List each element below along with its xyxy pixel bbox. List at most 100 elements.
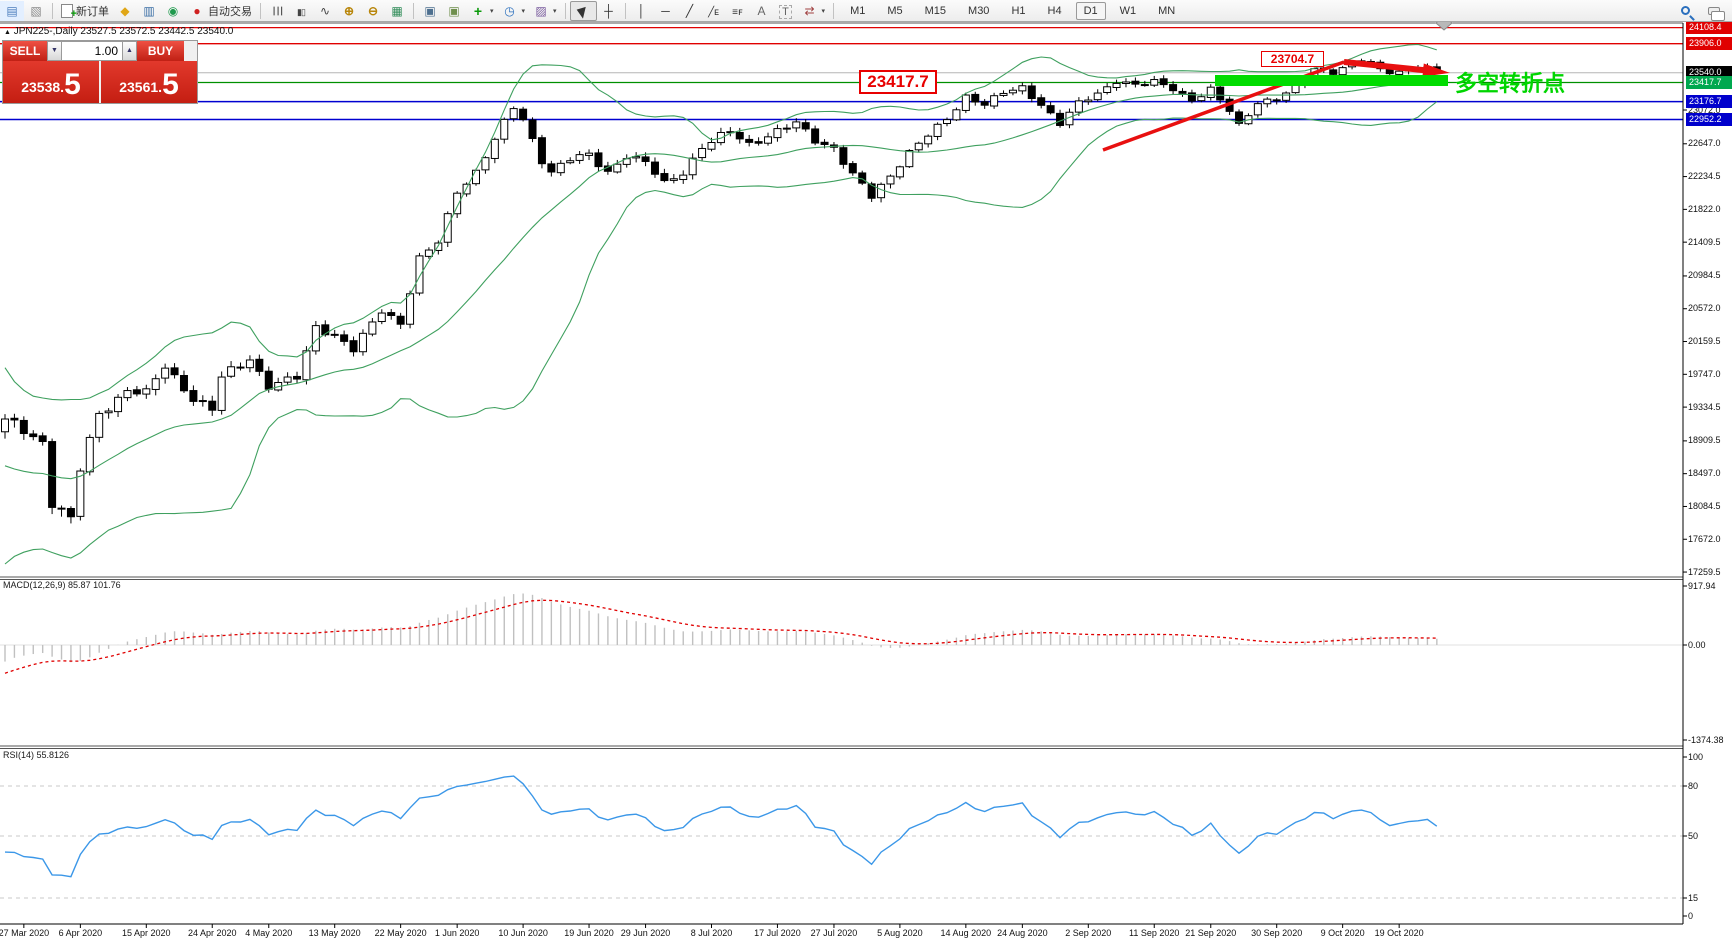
date-label: 19 Oct 2020 [1374, 928, 1424, 938]
date-label: 2 Sep 2020 [1065, 928, 1112, 938]
community-chat-button[interactable] [1698, 1, 1732, 21]
tile-windows-button[interactable] [385, 1, 409, 21]
chevron-down-icon: ▾ [821, 7, 826, 15]
crosshair-tool-button[interactable] [597, 1, 621, 21]
date-label: 22 May 2020 [374, 928, 427, 938]
price-callout[interactable]: 23704.7 [1261, 51, 1324, 67]
volume-decrease-button[interactable]: ▼ [47, 41, 62, 61]
fibonacci-icon [730, 3, 746, 19]
channel-tool-button[interactable] [702, 1, 726, 21]
price-tick-label: 21409.5 [1688, 236, 1721, 247]
timeframe-m1[interactable]: M1 [850, 4, 866, 17]
timeframe-w1[interactable]: W1 [1119, 4, 1137, 17]
rsi-axis-label: 0 [1688, 910, 1694, 921]
timeframe-mn[interactable]: MN [1158, 4, 1176, 17]
trendline-tool-button[interactable] [678, 1, 702, 21]
new-chart-icon [4, 3, 20, 19]
line-chart-button[interactable] [313, 1, 337, 21]
text-tool-button[interactable] [750, 1, 774, 21]
price-callout[interactable]: 23417.7 [859, 70, 937, 94]
main-toolbar: + 新订单 自动交易 ▾ ▾ ▾ ▾ M1 [0, 0, 1732, 22]
one-click-trade-panel: SELL ▼ ▲ BUY 23538.5 23561.5 [2, 40, 198, 104]
volume-input[interactable] [62, 41, 122, 61]
price-tick-label: 23072.0 [1688, 104, 1721, 115]
profiles-button[interactable] [24, 1, 48, 21]
date-label: 17 Jul 2020 [754, 928, 801, 938]
zoom-in-icon [341, 3, 357, 19]
strategy-tester-button[interactable] [161, 1, 185, 21]
toolbar-separator [624, 2, 626, 19]
timeframe-h1[interactable]: H1 [1011, 4, 1026, 17]
price-level-badge: 23906.0 [1686, 37, 1732, 51]
date-label: 13 May 2020 [308, 928, 361, 938]
arrows-tool-button[interactable]: ▾ [798, 1, 830, 21]
new-order-label: 新订单 [76, 5, 109, 18]
search-icon [1681, 6, 1690, 15]
sell-price-small: 23538. [21, 79, 65, 95]
timeframe-m15[interactable]: M15 [924, 4, 947, 17]
add-indicator-button[interactable]: ▾ [466, 1, 498, 21]
templates-button[interactable]: ▾ [529, 1, 561, 21]
price-tick-label: 21822.0 [1688, 203, 1721, 214]
vertical-line-tool-button[interactable] [630, 1, 654, 21]
new-order-button[interactable]: + 新订单 [57, 1, 113, 21]
bar-chart-button[interactable] [265, 1, 289, 21]
sell-button[interactable]: SELL [3, 41, 47, 61]
annotation-text[interactable]: 多空转折点 [1455, 71, 1566, 96]
text-label-icon [778, 3, 794, 19]
date-label: 14 Aug 2020 [940, 928, 992, 938]
search-button[interactable] [1677, 1, 1698, 21]
new-chart-button[interactable] [0, 0, 24, 21]
timeframe-d1[interactable]: D1 [1075, 1, 1106, 20]
zoom-out-button[interactable] [361, 1, 385, 21]
autotrade-button[interactable]: 自动交易 [185, 1, 256, 21]
date-label: 24 Apr 2020 [187, 928, 237, 938]
price-level-badge: 23417.7 [1686, 76, 1732, 90]
crosshair-icon [601, 3, 617, 19]
horizontal-line-tool-button[interactable] [654, 1, 678, 21]
bar-chart-icon [269, 3, 285, 19]
price-tick-label: 19747.0 [1688, 368, 1721, 379]
cascade-add-icon [446, 3, 462, 19]
timeframe-h4[interactable]: H4 [1047, 4, 1062, 17]
gold-button[interactable] [113, 1, 137, 21]
highlight-band[interactable] [1215, 75, 1448, 86]
timeframe-m5[interactable]: M5 [887, 4, 903, 17]
date-label: 8 Jul 2020 [690, 928, 733, 938]
symbol-name: JPN225-,Daily [13, 26, 78, 37]
date-label: 11 Sep 2020 [1129, 928, 1180, 938]
zoom-in-button[interactable] [337, 1, 361, 21]
date-label: 10 Jun 2020 [498, 928, 548, 938]
date-label: 1 Jun 2020 [434, 928, 480, 938]
new-order-icon: + [61, 3, 77, 20]
price-tick-label: 17672.0 [1688, 533, 1721, 544]
period-button[interactable]: ▾ [498, 1, 530, 21]
zoom-out-icon [365, 3, 381, 19]
buy-price-display[interactable]: 23561. 5 [101, 61, 197, 103]
strategy-tester-icon [165, 3, 181, 19]
volume-increase-button[interactable]: ▲ [122, 41, 137, 61]
text-label-tool-button[interactable] [774, 1, 798, 21]
timeframe-m30[interactable]: M30 [968, 4, 990, 17]
date-label: 19 Jun 2020 [564, 928, 614, 938]
cascade-add-button[interactable] [442, 1, 466, 21]
text-icon [754, 3, 770, 19]
candlestick-chart-button[interactable] [289, 1, 313, 21]
date-label: 9 Oct 2020 [1320, 928, 1365, 938]
cascade-button[interactable] [418, 1, 442, 21]
price-tick-label: 18909.5 [1688, 435, 1721, 446]
buy-price-small: 23561. [119, 79, 163, 95]
terminal-button[interactable] [137, 1, 161, 21]
chevron-down-icon: ▾ [490, 7, 494, 15]
price-tick-label: 20572.0 [1688, 303, 1721, 314]
sell-price-display[interactable]: 23538. 5 [3, 61, 99, 103]
price-level-badge: 24108.4 [1686, 21, 1732, 35]
rsi-axis-label: 100 [1688, 751, 1704, 762]
price-tick-label: 17259.5 [1688, 566, 1721, 577]
buy-button[interactable]: BUY [137, 41, 184, 61]
date-label: 27 Mar 2020 [0, 928, 50, 938]
cursor-tool-button[interactable] [569, 0, 597, 21]
buy-price-big: 5 [162, 68, 179, 101]
fibonacci-tool-button[interactable] [726, 1, 750, 21]
